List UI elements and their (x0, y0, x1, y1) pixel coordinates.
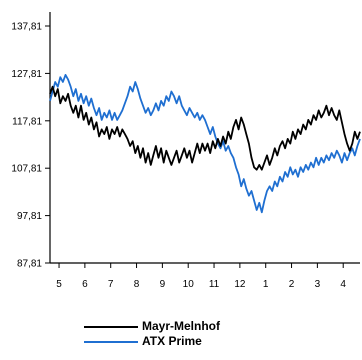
y-tick-label: 87,81 (17, 259, 42, 270)
x-tick-label: 4 (340, 279, 346, 290)
legend-label-mayr-melnhof: Mayr-Melnhof (142, 319, 220, 333)
x-tick-label: 6 (82, 279, 88, 290)
x-tick-label: 9 (160, 279, 166, 290)
x-tick-label: 12 (234, 279, 246, 290)
x-tick-label: 2 (289, 279, 295, 290)
legend-item-mayr-melnhof: Mayr-Melnhof (84, 319, 284, 334)
x-tick-label: 1 (263, 279, 269, 290)
y-tick-label: 117,81 (12, 116, 42, 127)
x-tick-label: 7 (108, 279, 114, 290)
legend-swatch-mayr-melnhof (84, 326, 138, 328)
y-tick-label: 127,81 (11, 69, 42, 80)
x-tick-label: 11 (209, 279, 220, 290)
series-line-mayr-melnhof (49, 85, 361, 171)
x-tick-label: 8 (134, 279, 140, 290)
x-tick-label: 3 (315, 279, 321, 290)
x-axis: 5 6 7 8 9 10 11 12 1 2 3 4 (50, 262, 360, 290)
x-tick-label: 10 (183, 279, 195, 290)
y-tick-label: 107,81 (11, 164, 42, 175)
legend: Mayr-Melnhof ATX Prime (84, 319, 284, 350)
y-axis: 87,81 97,81 107,81 117,81 127,81 137,81 (11, 12, 51, 270)
series-line-atx-prime (49, 74, 361, 214)
legend-label-atx-prime: ATX Prime (142, 334, 202, 348)
legend-swatch-atx-prime (84, 341, 138, 343)
legend-item-atx-prime: ATX Prime (84, 334, 284, 349)
y-tick-label: 97,81 (17, 211, 42, 222)
x-tick-label: 5 (56, 279, 62, 290)
y-tick-label: 137,81 (11, 22, 42, 33)
series-layer (49, 74, 361, 214)
